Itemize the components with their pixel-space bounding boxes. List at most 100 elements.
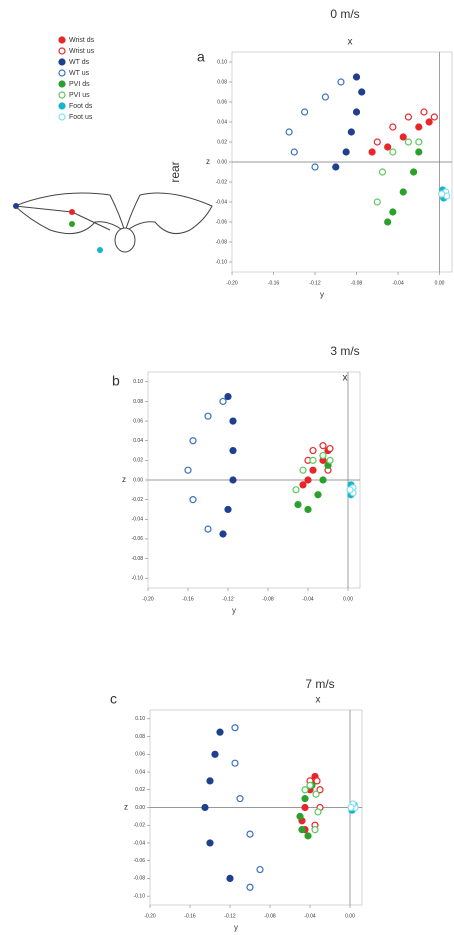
data-point (314, 808, 322, 816)
top-axis-label: x (343, 373, 348, 384)
y-tick-label: -0.10 (134, 893, 146, 899)
legend-label: Wrist us (69, 48, 95, 55)
y-tick-label: -0.06 (134, 858, 146, 864)
data-point (301, 786, 309, 794)
legend-marker (58, 91, 66, 99)
legend-marker (58, 58, 66, 66)
y-tick-label: -0.06 (216, 219, 228, 225)
data-point (332, 163, 340, 171)
data-point (319, 442, 327, 450)
data-point (206, 839, 214, 847)
x-tick-label: -0.16 (182, 596, 194, 602)
data-point (415, 138, 423, 146)
data-point (246, 830, 254, 838)
data-point (299, 466, 307, 474)
data-point (224, 392, 232, 401)
data-point (304, 832, 312, 840)
legend-label: Foot us (69, 114, 93, 121)
y-tick-label: 0.08 (135, 734, 145, 740)
data-point (438, 190, 446, 198)
data-point (389, 123, 397, 131)
legend-marker (58, 36, 66, 44)
data-point (219, 397, 227, 406)
data-point (384, 143, 392, 151)
legend-marker (58, 69, 66, 77)
x-tick-label: -0.04 (392, 280, 404, 286)
data-point (313, 777, 321, 785)
data-point (352, 73, 361, 81)
x-tick-label: -0.12 (309, 280, 321, 286)
y-tick-label: -0.10 (216, 259, 228, 265)
legend-label: Foot ds (69, 103, 93, 110)
x-tick-label: 0.00 (343, 596, 353, 602)
data-point (319, 451, 327, 460)
data-point (430, 113, 438, 121)
annotation: rear (168, 161, 182, 182)
y-tick-label: -0.06 (132, 536, 144, 542)
panel-label: a (197, 49, 205, 65)
y-tick-label: 0.02 (133, 458, 143, 464)
data-point (236, 795, 244, 803)
y-axis-label: z (122, 475, 126, 484)
x-tick-label: -0.16 (268, 280, 280, 286)
data-point (337, 78, 345, 86)
data-point (311, 163, 319, 171)
data-point (314, 491, 322, 499)
data-point (301, 803, 309, 812)
data-point (415, 123, 423, 131)
y-tick-label: -0.02 (216, 179, 228, 185)
data-point (216, 728, 224, 736)
data-point (298, 826, 306, 834)
data-point (311, 826, 319, 834)
legend-marker (58, 80, 66, 88)
data-point (246, 883, 254, 891)
legend-marker (58, 47, 66, 55)
x-axis-label: y (320, 290, 324, 299)
data-point (347, 128, 355, 136)
data-point (296, 812, 304, 820)
data-point (321, 93, 329, 101)
data-point (184, 466, 192, 474)
x-tick-label: -0.20 (226, 280, 238, 286)
data-point (211, 750, 219, 758)
y-tick-label: 0.04 (133, 438, 143, 444)
data-point (290, 148, 298, 156)
y-tick-label: 0.10 (217, 59, 227, 65)
y-tick-label: -0.02 (132, 497, 144, 503)
x-axis-label: y (234, 923, 238, 932)
data-point (231, 759, 239, 767)
y-tick-label: -0.04 (134, 840, 146, 846)
x-tick-label: -0.20 (144, 913, 156, 919)
y-tick-label: -0.04 (132, 517, 144, 523)
legend-label: PVI us (69, 92, 90, 99)
x-tick-label: -0.04 (304, 913, 316, 919)
data-point (347, 803, 355, 812)
bat-diagram (13, 192, 213, 253)
data-point (415, 148, 423, 156)
legend-label: WT us (69, 70, 90, 77)
x-tick-label: -0.04 (302, 596, 314, 602)
data-point (256, 865, 264, 874)
data-point (309, 466, 317, 474)
data-point (404, 138, 413, 146)
data-point (292, 486, 300, 494)
data-point (389, 148, 397, 156)
data-point (294, 500, 302, 509)
data-point (304, 476, 312, 484)
data-point (378, 168, 387, 176)
data-point (301, 108, 309, 116)
y-tick-label: 0.06 (135, 752, 145, 758)
panel: 0 m/s x a rear y z -0.20 -0.16 -0.12 -0.08 -0.04 0.… (168, 7, 453, 299)
x-tick-label: -0.12 (222, 596, 234, 602)
data-point (301, 795, 309, 803)
y-tick-label: 0.02 (135, 787, 145, 793)
data-point (201, 803, 209, 812)
y-tick-label: 0.04 (135, 769, 145, 775)
data-point (231, 724, 239, 732)
x-tick-label: 0.00 (345, 913, 355, 919)
y-tick-label: 0.00 (133, 477, 143, 483)
data-point (346, 486, 354, 494)
y-tick-label: 0.06 (133, 418, 143, 424)
data-point (373, 138, 381, 146)
